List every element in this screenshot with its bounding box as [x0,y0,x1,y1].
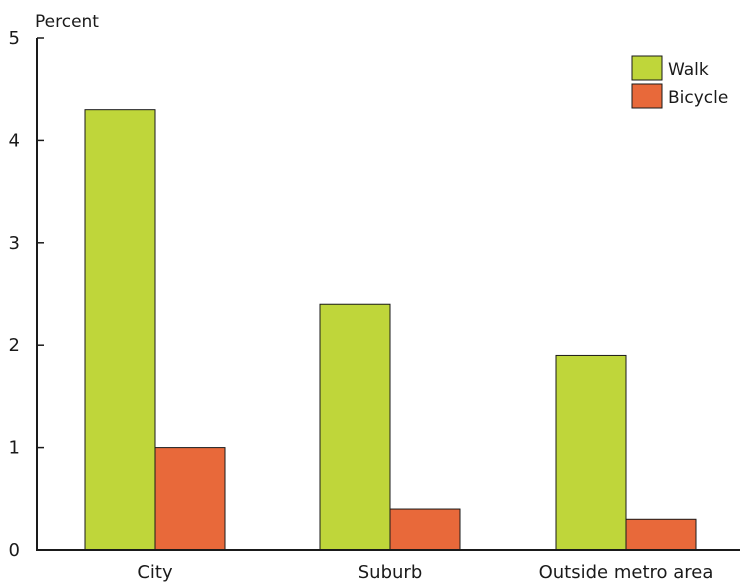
y-tick-label: 4 [9,130,20,151]
bar-walk-suburb [319,303,391,551]
legend-swatch-bicycle [631,83,663,109]
axes-group [36,38,740,551]
bars-group [84,109,697,551]
bar-bicycle-outside-metro-area [625,518,697,551]
y-tick-label: 2 [9,335,20,356]
y-axis-unit-label: Percent [35,12,99,32]
legend-swatch-walk [631,55,663,81]
x-category-label: City [137,562,173,582]
y-ticks-group: 0 1 2 3 4 5 [9,28,44,561]
y-tick-label: 3 [9,233,20,254]
bar-bicycle-city [154,447,226,551]
y-tick-label: 5 [9,28,20,49]
bar-walk-city [84,109,156,551]
x-category-label: Suburb [358,562,423,582]
legend: Walk Bicycle [631,55,728,109]
y-tick-label: 1 [9,438,20,459]
legend-label-walk: Walk [668,60,709,80]
legend-label-bicycle: Bicycle [668,88,728,108]
y-tick-label: 0 [9,540,20,561]
x-labels-group: City Suburb Outside metro area [137,562,713,582]
bar-bicycle-suburb [389,508,461,551]
bar-walk-outside-metro-area [555,354,627,551]
x-category-label: Outside metro area [539,562,714,582]
